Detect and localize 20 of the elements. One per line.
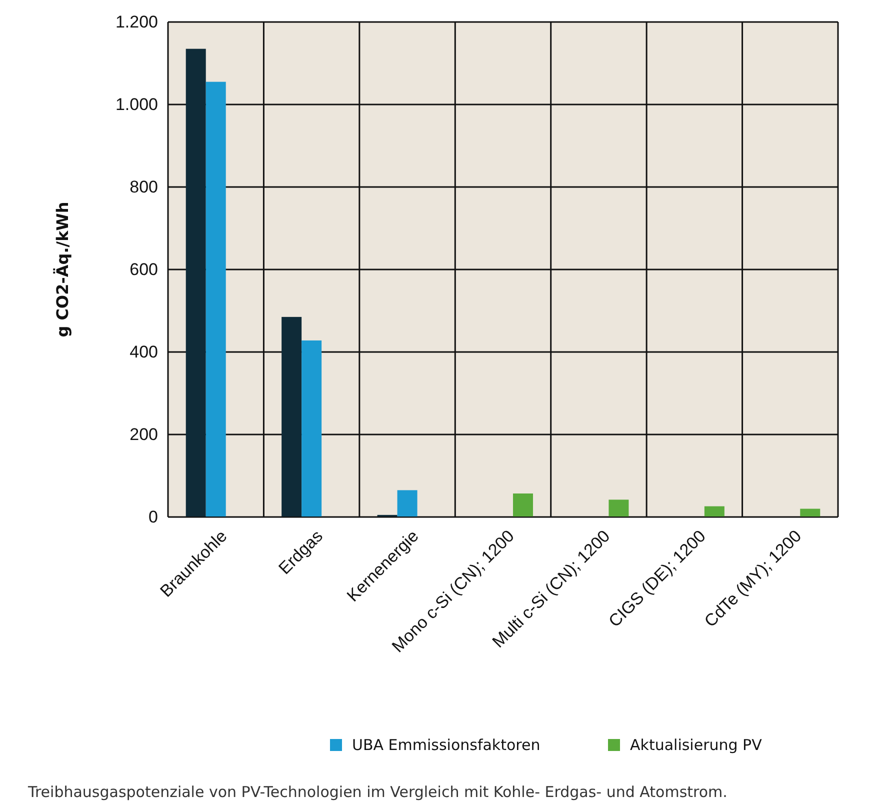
bar	[282, 316, 302, 517]
bar	[800, 508, 820, 517]
legend-label: Aktualisierung PV	[630, 736, 763, 754]
y-tick-label: 800	[130, 177, 158, 196]
bar	[704, 506, 724, 517]
bar	[206, 82, 226, 517]
y-tick-label: 1.000	[115, 94, 158, 114]
bar	[302, 340, 322, 517]
bar	[397, 490, 418, 517]
y-tick-label: 200	[130, 424, 158, 444]
y-tick-label: 400	[130, 342, 158, 362]
legend-label: UBA Emmissionsfaktoren	[352, 736, 540, 754]
bar	[186, 48, 206, 517]
y-tick-label: 600	[130, 260, 158, 279]
bar	[513, 493, 533, 517]
y-tick-label: 1.200	[115, 12, 158, 32]
text: Treibhausgaspotenziale von PV-Technologien im Vergleich mit Kohle- Erdgas- und Atomstrom.	[27, 783, 728, 801]
bar	[608, 500, 629, 517]
y-tick-label: 0	[148, 507, 158, 526]
y-axis-title: g CO2-Äq./kWh	[53, 202, 72, 338]
